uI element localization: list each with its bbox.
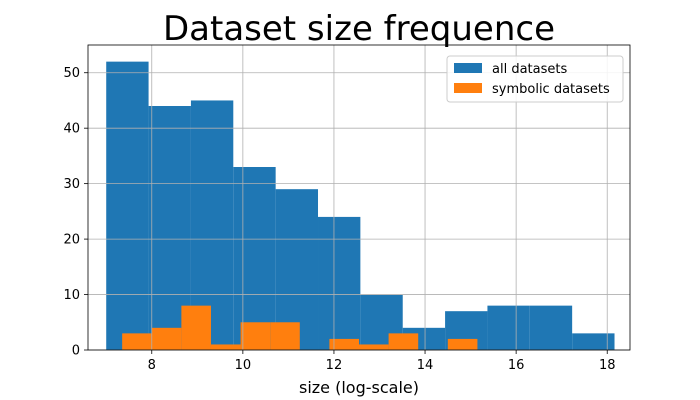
bar-symbolic-1 <box>151 327 182 350</box>
bar-symbolic-0 <box>122 333 152 350</box>
x-tick-label-12: 12 <box>326 358 343 373</box>
legend-box <box>446 55 624 103</box>
y-tick-label-10: 10 <box>63 288 80 303</box>
y-tick-label-30: 30 <box>63 177 80 192</box>
bar-all-9 <box>487 305 530 350</box>
y-tick-label-40: 40 <box>63 122 80 137</box>
bar-symbolic-5 <box>270 322 300 350</box>
bar-all-5 <box>318 216 361 350</box>
bar-symbolic-4 <box>240 322 271 350</box>
bar-symbolic-8 <box>359 344 389 350</box>
y-tick-label-0: 0 <box>72 344 80 359</box>
chart-title: Dataset size frequence <box>163 9 555 49</box>
y-tick-label-20: 20 <box>63 233 80 248</box>
axis-ticks: 8 10 12 14 16 18 0 10 20 30 40 50 <box>63 66 615 373</box>
bar-symbolic-11 <box>447 338 478 350</box>
x-tick-label-14: 14 <box>417 358 434 373</box>
x-tick-label-18: 18 <box>599 358 616 373</box>
bar-symbolic-2 <box>181 305 211 350</box>
legend: all datasets symbolic datasets <box>446 55 624 103</box>
bars <box>106 61 615 351</box>
plot-frame <box>87 44 631 351</box>
x-axis-label: size (log-scale) <box>299 378 419 397</box>
bar-symbolic-7 <box>329 338 359 350</box>
bar-all-0 <box>106 61 149 351</box>
legend-label-all: all datasets <box>492 62 567 77</box>
legend-label-symbolic: symbolic datasets <box>492 82 610 97</box>
x-tick-label-16: 16 <box>508 358 525 373</box>
y-tick-label-50: 50 <box>63 66 80 81</box>
legend-swatch-all <box>454 63 482 73</box>
legend-swatch-symbolic <box>454 83 482 93</box>
x-tick-label-8: 8 <box>148 358 156 373</box>
bar-symbolic-3 <box>210 344 241 350</box>
bar-all-3 <box>233 167 276 350</box>
x-tick-label-10: 10 <box>235 358 252 373</box>
bar-all-10 <box>529 305 573 350</box>
bar-all-11 <box>572 333 615 350</box>
bar-symbolic-9 <box>388 333 419 350</box>
